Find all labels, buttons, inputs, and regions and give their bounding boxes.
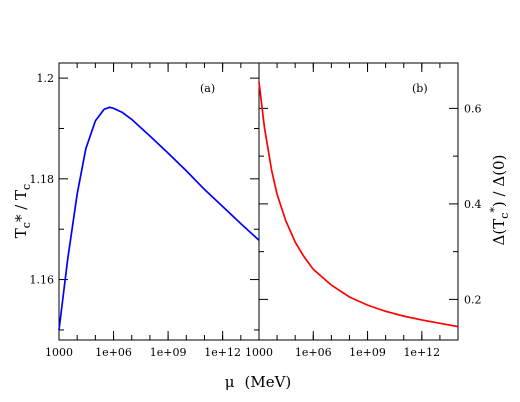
x-axis-title: μ (MeV) [225,373,292,391]
y-tick-label: 1.2 [37,72,55,85]
right-y-axis-title: Δ(Tc*) / Δ(0) [488,155,511,246]
y-tick-label: 0.2 [464,293,482,306]
y-tick-label: 0.4 [464,198,482,211]
left-y-title-sub2: c [20,184,33,190]
left-y-title-part1: T [12,228,30,238]
x-tick-label: 1e+12 [204,346,241,359]
x-tick-label: 1e+06 [95,346,132,359]
panel-a: 1000 1e+06 1e+09 1e+12 1.16 1.18 1.2 [30,62,260,359]
panel-b-label: (b) [412,82,428,95]
left-y-title-sub1: c [20,222,33,228]
x-tick-label: 1000 [245,346,273,359]
left-y-title-part2: * / T [12,190,30,222]
x-tick-label: 1e+09 [150,346,187,359]
x-tick-label: 1e+06 [295,346,332,359]
y-tick-label: 1.18 [30,173,55,186]
panel-a-label: (a) [200,82,215,95]
panel-b-curve [258,81,459,328]
right-y-title-part1: Δ(T [490,219,508,246]
left-y-axis-title: Tc* / Tc [12,184,33,238]
panel-b-frame [258,62,459,341]
right-y-title-sub: c [498,213,511,219]
x-tick-label: 1e+12 [403,346,440,359]
panel-b: 1000 1e+06 1e+09 1e+12 0.2 0.4 0.6 [245,62,482,359]
right-y-title-sup: * [488,207,501,213]
y-tick-label: 1.16 [30,274,55,287]
right-y-title-part2: ) / Δ(0) [490,155,508,208]
x-axis-title-unit: (MeV) [244,373,291,391]
panel-a-curve [58,106,260,331]
x-tick-label: 1000 [45,346,73,359]
y-tick-label: 0.6 [464,102,482,115]
panel-a-frame [58,62,260,341]
x-axis-title-symbol: μ [225,373,235,391]
x-tick-label: 1e+09 [349,346,386,359]
